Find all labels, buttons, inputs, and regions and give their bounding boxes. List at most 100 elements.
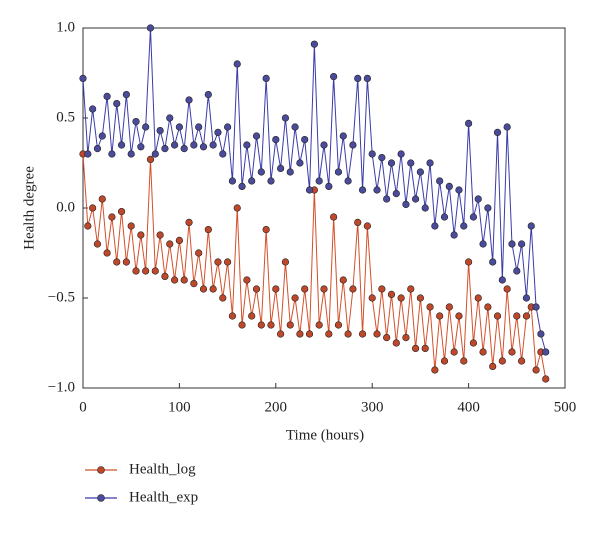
data-point xyxy=(325,330,333,338)
data-point xyxy=(445,182,453,190)
data-point xyxy=(411,195,420,203)
data-point xyxy=(166,240,174,248)
data-point xyxy=(185,218,193,226)
data-point xyxy=(358,330,367,338)
x-axis-label: Time (hours) xyxy=(286,427,364,443)
data-point xyxy=(436,312,444,320)
data-point xyxy=(117,208,126,216)
data-point xyxy=(344,330,352,338)
data-point xyxy=(204,226,212,234)
data-point xyxy=(267,177,275,185)
y-tick-label: 0.5 xyxy=(56,109,75,125)
data-point xyxy=(392,339,400,347)
data-point xyxy=(108,150,116,158)
data-point xyxy=(190,280,198,288)
data-point xyxy=(137,143,145,151)
data-point xyxy=(513,267,521,275)
data-point xyxy=(407,285,415,293)
data-point xyxy=(474,195,482,203)
data-point xyxy=(180,145,188,153)
data-point xyxy=(243,141,251,149)
data-point xyxy=(113,99,121,108)
data-point xyxy=(219,150,227,158)
data-point xyxy=(170,141,179,149)
plot-frame xyxy=(82,27,566,389)
data-point xyxy=(180,276,188,284)
data-point xyxy=(315,177,323,185)
data-point xyxy=(199,143,208,151)
data-point xyxy=(426,303,434,311)
data-point xyxy=(301,136,309,144)
data-point xyxy=(387,159,396,167)
x-tick-label: 500 xyxy=(554,399,577,415)
data-point xyxy=(170,276,179,284)
data-point xyxy=(98,132,106,140)
data-point xyxy=(339,132,347,140)
data-point xyxy=(387,290,396,299)
data-point xyxy=(272,285,280,293)
data-point xyxy=(358,186,367,194)
data-point xyxy=(320,141,328,149)
data-point xyxy=(513,312,521,320)
y-tick-label: 0.0 xyxy=(56,199,75,215)
data-point xyxy=(166,114,174,122)
data-point xyxy=(489,362,497,371)
data-point xyxy=(465,258,473,266)
data-point xyxy=(238,182,246,190)
data-point xyxy=(378,154,386,162)
data-point xyxy=(301,285,309,293)
data-point xyxy=(89,204,97,212)
data-point xyxy=(103,92,111,100)
data-point xyxy=(421,204,429,212)
data-point xyxy=(204,90,212,99)
y-tick-label: −1.0 xyxy=(48,379,75,395)
data-point xyxy=(469,339,478,347)
data-point xyxy=(262,226,270,234)
data-point xyxy=(228,177,237,185)
data-point xyxy=(373,330,381,338)
data-point xyxy=(542,375,550,383)
data-point xyxy=(484,204,492,212)
data-point xyxy=(132,267,140,275)
data-point xyxy=(527,222,535,230)
data-point xyxy=(450,348,458,356)
data-point xyxy=(440,213,449,221)
data-point xyxy=(286,168,294,176)
data-point xyxy=(243,276,251,284)
data-point xyxy=(156,231,164,239)
data-point xyxy=(378,285,386,293)
data-point xyxy=(383,195,391,203)
data-point xyxy=(267,321,275,329)
data-point xyxy=(238,321,246,329)
data-point xyxy=(108,213,116,221)
data-point xyxy=(354,218,362,226)
data-point xyxy=(522,294,531,302)
data-point xyxy=(161,272,169,281)
data-point xyxy=(325,182,333,190)
data-point xyxy=(334,168,343,176)
y-axis-label: Health degree xyxy=(21,166,37,250)
data-point xyxy=(224,258,232,266)
data-point xyxy=(411,344,420,353)
data-point xyxy=(474,294,482,302)
data-point xyxy=(493,312,502,320)
data-point xyxy=(440,357,449,365)
data-point xyxy=(233,60,241,68)
data-point xyxy=(291,123,299,131)
x-tick-label: 200 xyxy=(265,399,288,415)
data-point xyxy=(349,285,357,293)
data-point xyxy=(79,74,87,82)
data-point xyxy=(445,303,453,311)
data-point xyxy=(392,190,400,198)
data-point xyxy=(305,330,314,338)
y-tick-label: −0.5 xyxy=(48,289,75,305)
data-point xyxy=(532,366,540,374)
data-point xyxy=(89,105,97,113)
data-point xyxy=(185,96,193,104)
data-point xyxy=(465,119,473,127)
data-point xyxy=(142,123,150,131)
data-point xyxy=(368,150,376,158)
data-point xyxy=(272,136,280,144)
data-point xyxy=(493,128,502,136)
